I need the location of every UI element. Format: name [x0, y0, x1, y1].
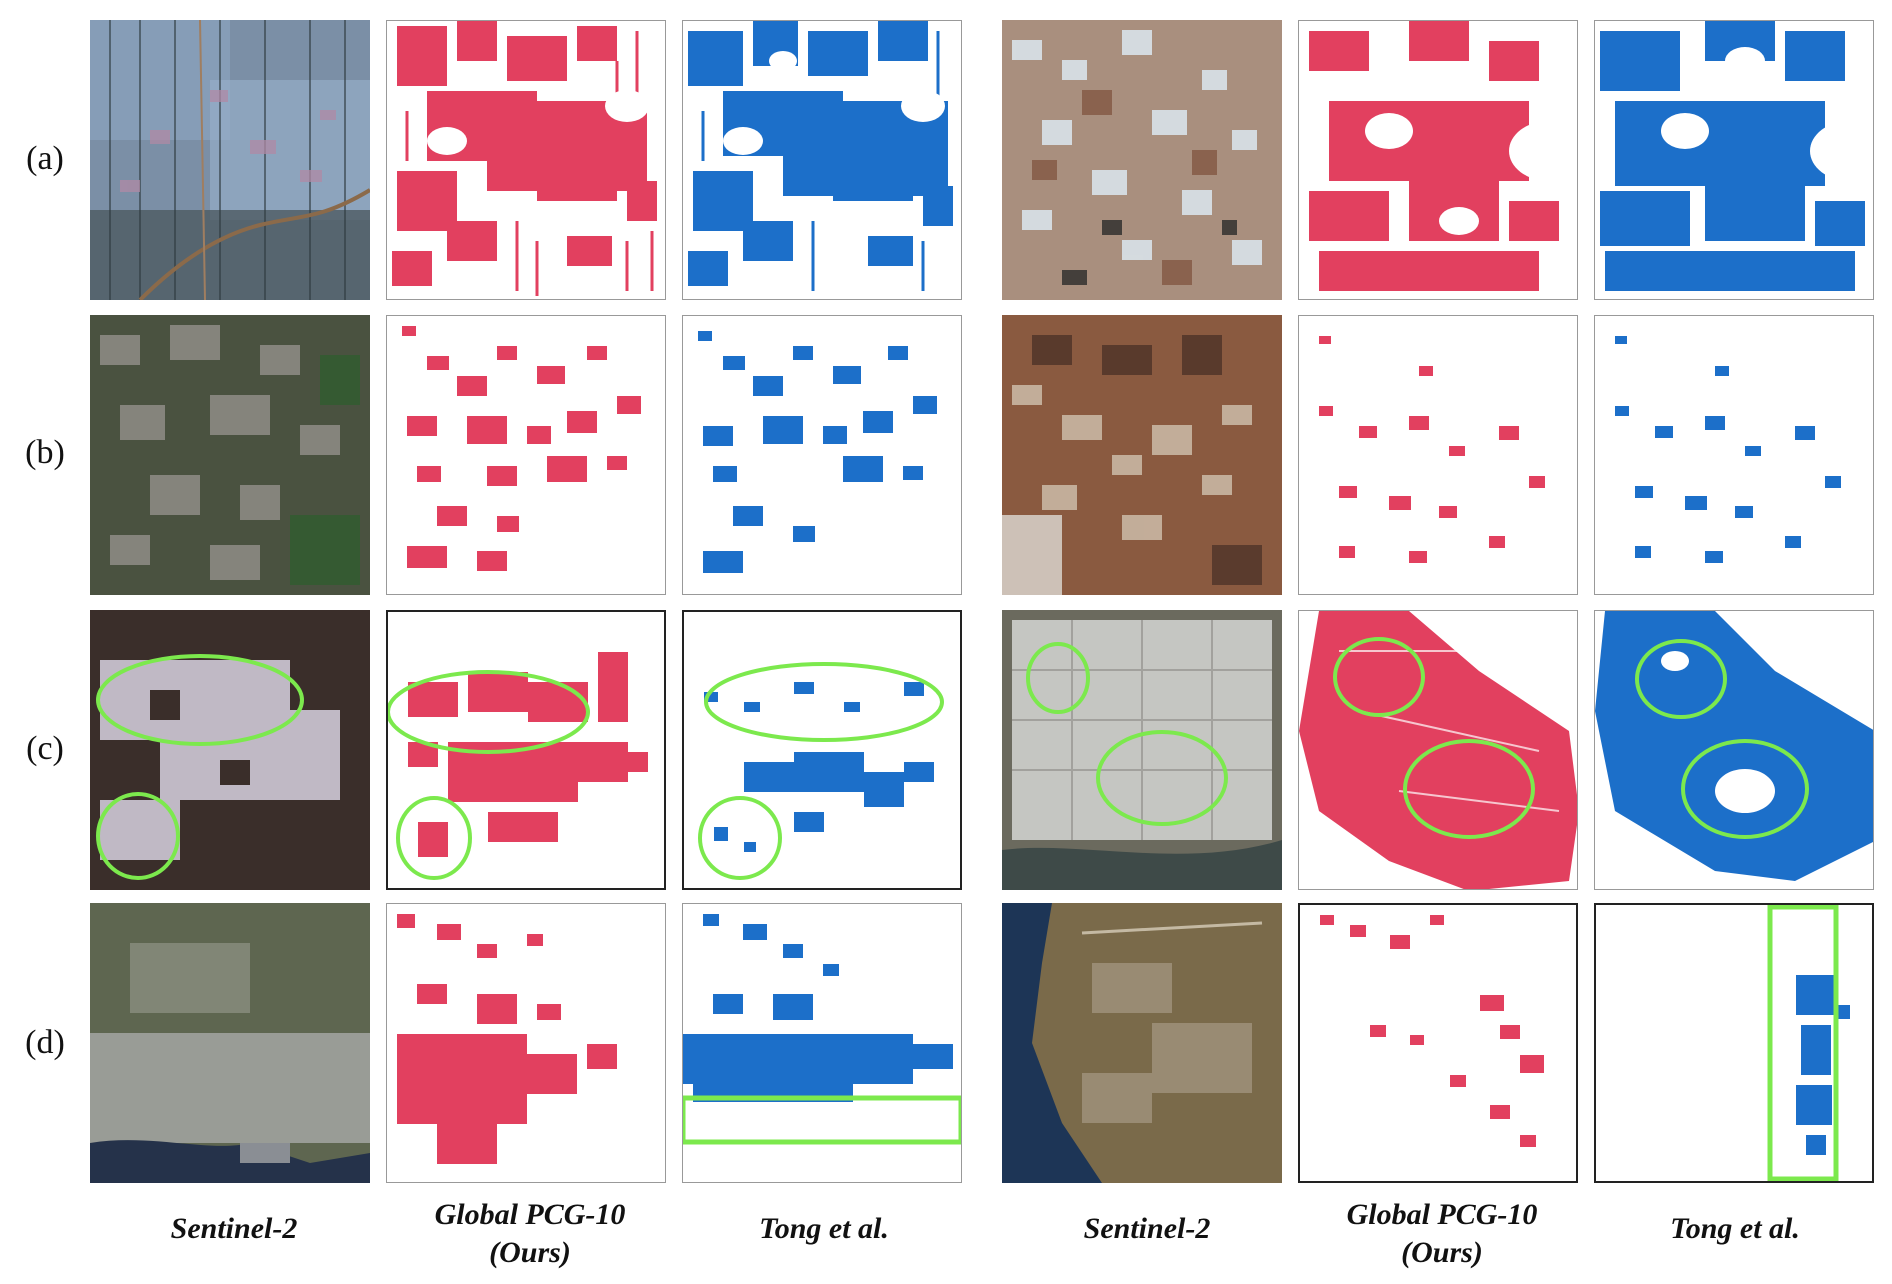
panel-d6-tong: [1594, 903, 1874, 1183]
panel-c2-ours: [386, 610, 666, 890]
column-label-line2: (Ours): [489, 1236, 571, 1269]
row-label-c: (c): [26, 730, 64, 767]
greenhouse-map: [1767, 905, 1850, 1181]
panel-c4-satellite: [1002, 610, 1282, 890]
column-label-line1: Global PCG-10: [1346, 1198, 1538, 1231]
panel-d5-ours: [1298, 903, 1578, 1183]
panel-b3-tong: [682, 315, 962, 595]
column-label-sentinel2-left: Sentinel-2: [89, 1210, 379, 1248]
panel-c6-tong: [1594, 610, 1874, 890]
greenhouse-map: [698, 662, 944, 880]
satellite-image: [1002, 20, 1282, 300]
greenhouse-map: [402, 326, 641, 571]
panel-b6-tong: [1594, 315, 1874, 595]
greenhouse-map: [1615, 336, 1841, 563]
satellite-image: [90, 903, 370, 1183]
panel-d3-tong: [682, 903, 962, 1183]
satellite-image: [90, 20, 370, 300]
panel-a1-satellite: [90, 20, 370, 300]
panel-b5-ours: [1298, 315, 1578, 595]
panel-a6-tong: [1594, 20, 1874, 300]
satellite-image: [1002, 315, 1282, 595]
row-label-d: (d): [25, 1024, 65, 1061]
greenhouse-map: [1299, 611, 1577, 889]
greenhouse-map: [688, 21, 953, 291]
greenhouse-map: [1600, 21, 1873, 291]
satellite-image: [90, 610, 370, 890]
satellite-image: [1002, 903, 1282, 1183]
column-label-ours-right: Global PCG-10 (Ours): [1297, 1196, 1587, 1272]
panel-c5-ours: [1298, 610, 1578, 890]
panel-d4-satellite: [1002, 903, 1282, 1183]
panel-b4-satellite: [1002, 315, 1282, 595]
satellite-image: [1002, 610, 1282, 890]
greenhouse-map: [1320, 915, 1544, 1147]
column-label-tong-left: Tong et al.: [679, 1210, 969, 1248]
column-label-line2: (Ours): [1401, 1236, 1483, 1269]
panel-b1-satellite: [90, 315, 370, 595]
panel-a3-tong: [682, 20, 962, 300]
greenhouse-map: [388, 652, 648, 880]
panel-b2-ours: [386, 315, 666, 595]
column-label-line1: Sentinel-2: [170, 1212, 298, 1245]
column-label-tong-right: Tong et al.: [1590, 1210, 1880, 1248]
greenhouse-map: [397, 914, 617, 1164]
greenhouse-map: [683, 914, 961, 1145]
column-label-line1: Global PCG-10: [434, 1198, 626, 1231]
panel-a4-satellite: [1002, 20, 1282, 300]
panel-d1-satellite: [90, 903, 370, 1183]
satellite-image: [90, 315, 370, 595]
panel-c3-tong: [682, 610, 962, 890]
column-label-ours-left: Global PCG-10 (Ours): [385, 1196, 675, 1272]
greenhouse-map: [1319, 336, 1545, 563]
greenhouse-map: [1309, 21, 1577, 291]
panel-a2-ours: [386, 20, 666, 300]
panel-c1-satellite: [90, 610, 370, 890]
greenhouse-map: [1595, 611, 1873, 881]
column-label-line1: Tong et al.: [759, 1212, 889, 1245]
panel-a5-ours: [1298, 20, 1578, 300]
greenhouse-map: [698, 331, 937, 573]
greenhouse-map: [392, 21, 657, 296]
row-label-b: (b): [25, 434, 65, 471]
row-label-a: (a): [26, 140, 64, 177]
panel-d2-ours: [386, 903, 666, 1183]
column-label-line1: Sentinel-2: [1083, 1212, 1211, 1245]
column-label-sentinel2-right: Sentinel-2: [1002, 1210, 1292, 1248]
column-label-line1: Tong et al.: [1670, 1212, 1800, 1245]
